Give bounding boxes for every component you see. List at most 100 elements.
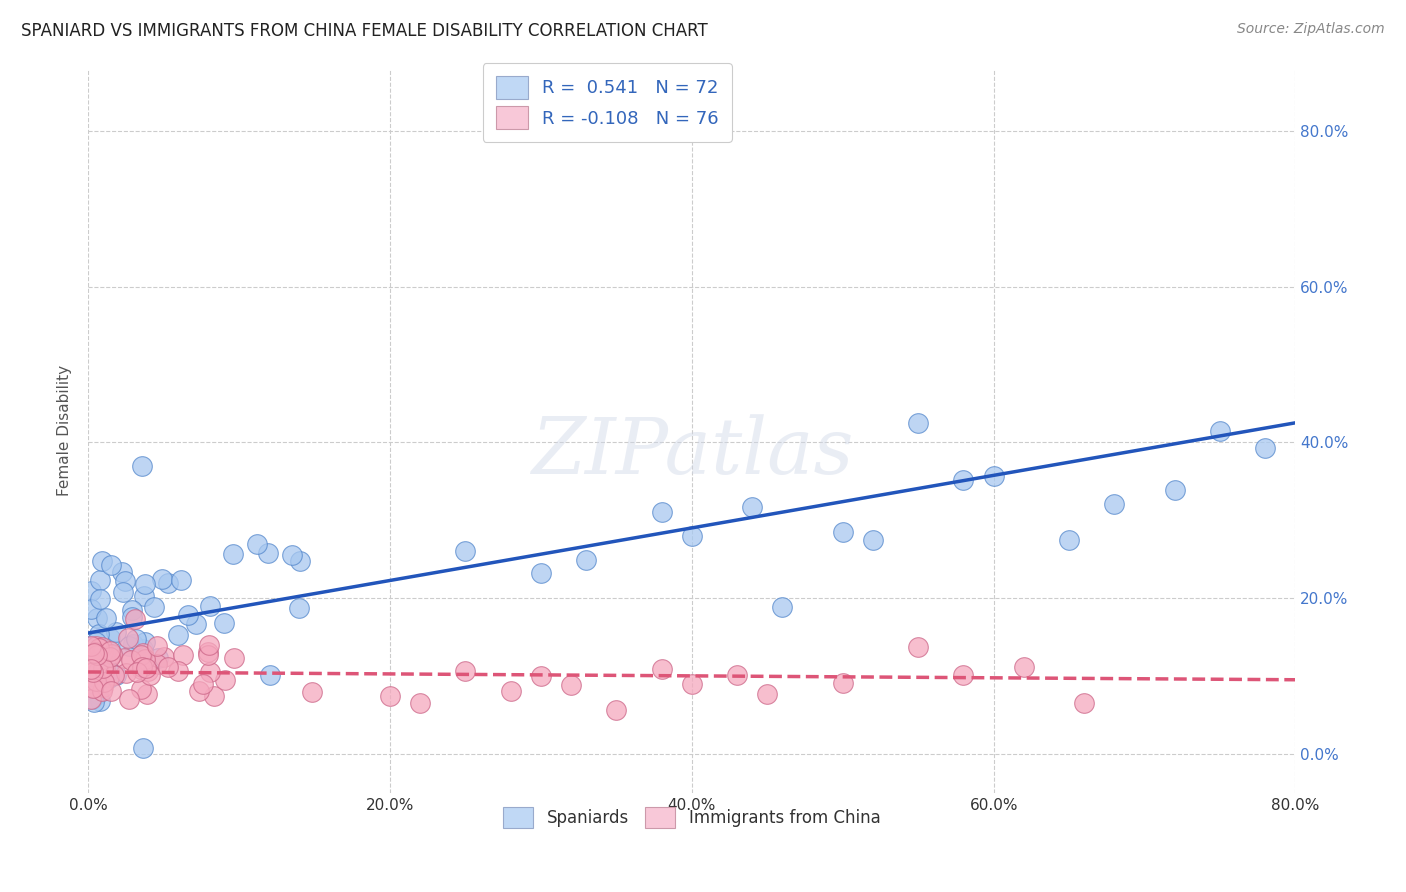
Point <box>136 664 159 678</box>
Point <box>605 703 627 717</box>
Point <box>132 646 155 660</box>
Point <box>246 537 269 551</box>
Point <box>831 525 853 540</box>
Point <box>98 644 121 658</box>
Point <box>741 500 763 515</box>
Point <box>86 639 108 653</box>
Point <box>280 549 302 563</box>
Point <box>112 651 135 665</box>
Point <box>378 690 401 704</box>
Point <box>170 573 193 587</box>
Point <box>167 664 190 678</box>
Point <box>725 667 748 681</box>
Point <box>98 671 121 685</box>
Point <box>103 667 125 681</box>
Point <box>80 639 103 653</box>
Point <box>135 661 157 675</box>
Point <box>112 585 135 599</box>
Point <box>127 665 149 680</box>
Point <box>132 641 155 656</box>
Point <box>214 673 236 687</box>
Point <box>125 632 148 647</box>
Text: ZIPatlas: ZIPatlas <box>530 414 853 491</box>
Point <box>212 615 235 630</box>
Point <box>184 616 207 631</box>
Point <box>153 650 176 665</box>
Point <box>454 544 477 558</box>
Point <box>121 610 143 624</box>
Point <box>129 663 152 677</box>
Point <box>651 505 673 519</box>
Point <box>222 547 245 561</box>
Point <box>1104 498 1126 512</box>
Point <box>142 599 165 614</box>
Point <box>80 692 103 706</box>
Point <box>681 529 703 543</box>
Point <box>121 602 143 616</box>
Point <box>907 640 929 654</box>
Point <box>177 607 200 622</box>
Point <box>83 645 105 659</box>
Point <box>770 599 793 614</box>
Point <box>80 602 103 616</box>
Text: Source: ZipAtlas.com: Source: ZipAtlas.com <box>1237 22 1385 37</box>
Point <box>454 664 477 678</box>
Point <box>136 687 159 701</box>
Point <box>952 474 974 488</box>
Point <box>952 668 974 682</box>
Point <box>111 565 134 579</box>
Point <box>115 665 138 680</box>
Point <box>118 692 141 706</box>
Point <box>94 662 117 676</box>
Point <box>198 665 221 679</box>
Point <box>301 685 323 699</box>
Point <box>134 635 156 649</box>
Point <box>198 599 221 613</box>
Point <box>82 665 104 679</box>
Point <box>530 566 553 580</box>
Point <box>139 668 162 682</box>
Point <box>84 673 107 688</box>
Point <box>198 638 221 652</box>
Point <box>82 680 104 694</box>
Point <box>409 696 432 710</box>
Point <box>157 659 180 673</box>
Point <box>134 651 156 665</box>
Point <box>97 665 120 679</box>
Point <box>131 660 153 674</box>
Point <box>82 681 104 695</box>
Point <box>80 655 103 669</box>
Point <box>145 639 167 653</box>
Point <box>530 668 553 682</box>
Point <box>87 641 110 656</box>
Point <box>86 610 108 624</box>
Point <box>146 657 169 672</box>
Point <box>131 458 153 473</box>
Point <box>91 645 114 659</box>
Point <box>100 683 122 698</box>
Point <box>100 558 122 572</box>
Point <box>188 683 211 698</box>
Point <box>259 668 281 682</box>
Point <box>89 627 111 641</box>
Point <box>167 627 190 641</box>
Point <box>89 573 111 587</box>
Point <box>499 684 522 698</box>
Point <box>681 677 703 691</box>
Point <box>91 680 114 694</box>
Point <box>197 648 219 662</box>
Point <box>91 660 114 674</box>
Point <box>193 677 215 691</box>
Point <box>98 650 121 665</box>
Point <box>132 589 155 603</box>
Point <box>84 634 107 648</box>
Point <box>80 668 103 682</box>
Point <box>1209 424 1232 438</box>
Point <box>122 637 145 651</box>
Point <box>87 665 110 680</box>
Point <box>87 664 110 678</box>
Point <box>1057 533 1080 548</box>
Point <box>89 694 111 708</box>
Y-axis label: Female Disability: Female Disability <box>58 365 72 496</box>
Point <box>120 653 142 667</box>
